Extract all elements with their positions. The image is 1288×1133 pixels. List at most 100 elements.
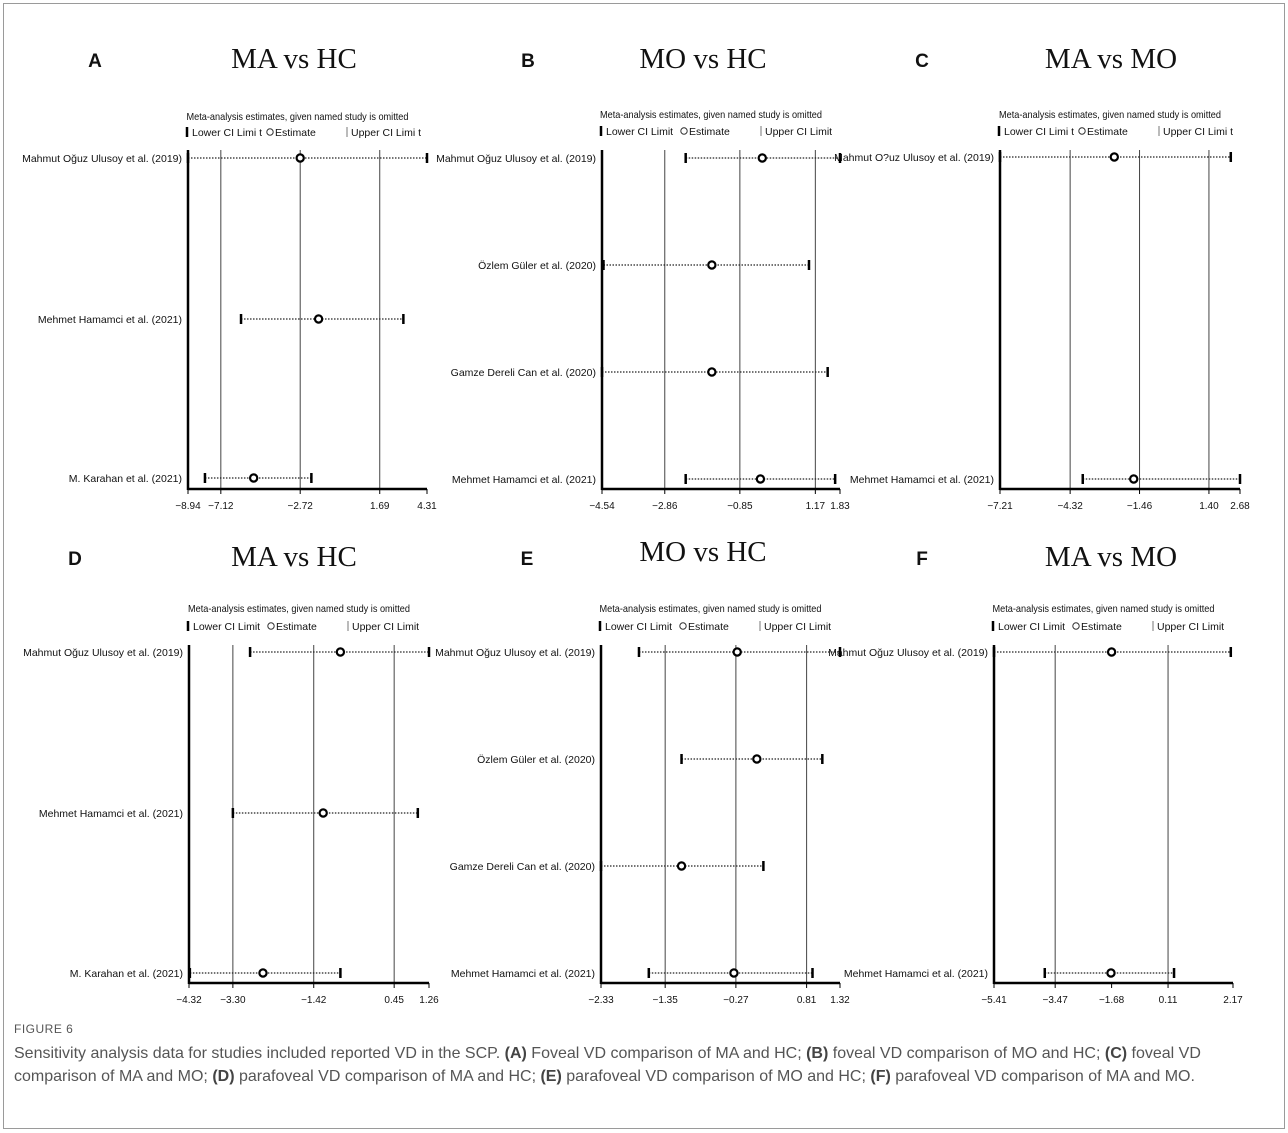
caption-text-run: foveal VD comparison of MO and HC; xyxy=(828,1045,1105,1062)
plot-subtitle: Meta-analysis estimates, given named stu… xyxy=(187,111,409,123)
figure-caption: Sensitivity analysis data for studies in… xyxy=(14,1042,1264,1088)
legend-upper-label: Upper CI Limit xyxy=(764,621,831,633)
study-label: Gamze Dereli Can et al. (2020) xyxy=(451,367,596,379)
estimate-point xyxy=(318,808,328,818)
study-label: Mahmut Oğuz Ulusoy et al. (2019) xyxy=(435,647,595,659)
panel-title: MA vs MO xyxy=(1045,43,1177,75)
estimate-point xyxy=(295,153,305,163)
plot-subtitle: Meta-analysis estimates, given named stu… xyxy=(600,603,822,615)
estimate-point xyxy=(1106,647,1117,657)
caption-panel-ref: (C) xyxy=(1104,1045,1128,1062)
caption-text-run: foveal VD comparison of MA and MO; xyxy=(14,1045,1201,1085)
legend-estimate-label: Estimate xyxy=(688,621,729,633)
panel-title: MA vs MO xyxy=(1045,541,1177,573)
plot-subtitle: Meta-analysis estimates, given named stu… xyxy=(993,603,1215,615)
caption-panel-ref: (D) xyxy=(212,1068,235,1085)
estimate-point xyxy=(755,474,766,484)
legend-estimate-label: Estimate xyxy=(1081,621,1122,633)
study-label: M. Karahan et al. (2021) xyxy=(70,968,183,980)
study-label: Mehmet Hamamci et al. (2021) xyxy=(38,314,182,326)
x-tick-label: 1.32 xyxy=(830,995,850,1006)
x-tick-label: 4.31 xyxy=(417,501,437,512)
study-label: Mahmut Oğuz Ulusoy et al. (2019) xyxy=(22,153,182,165)
x-tick-label: −4.32 xyxy=(176,995,202,1006)
panel-letter: B xyxy=(521,51,535,72)
x-tick-label: 0.11 xyxy=(1159,995,1178,1006)
estimate-point xyxy=(313,314,324,324)
x-tick-label: 1.26 xyxy=(419,995,439,1006)
x-tick-label: 2.17 xyxy=(1223,995,1243,1006)
caption-panel-ref: (B) xyxy=(806,1045,829,1062)
legend-lower-label: Lower CI Limit xyxy=(998,621,1065,633)
legend-estimate-label: Estimate xyxy=(1087,126,1128,138)
caption-panel-ref: (A) xyxy=(504,1045,527,1062)
legend-estimate-label: Estimate xyxy=(275,127,316,139)
panel-letter: D xyxy=(68,549,82,570)
estimate-point xyxy=(1106,968,1116,978)
legend-estimate-label: Estimate xyxy=(276,621,317,633)
legend-estimate-marker xyxy=(680,127,688,135)
estimate-point xyxy=(1109,152,1119,162)
estimate-point xyxy=(676,861,687,871)
caption-text-run: parafoveal VD comparison of MA and HC; xyxy=(234,1068,541,1085)
x-tick-label: −4.32 xyxy=(1057,501,1083,512)
x-tick-label: −1.42 xyxy=(301,995,327,1006)
x-tick-label: −2.33 xyxy=(588,995,614,1006)
study-label: Mahmut O?uz Ulusoy et al. (2019) xyxy=(834,152,994,164)
panel-title: MA vs HC xyxy=(231,541,357,573)
panel-title: MA vs HC xyxy=(231,43,357,75)
legend-upper-label: Upper CI Limit xyxy=(352,621,419,633)
study-label: Mehmet Hamamci et al. (2021) xyxy=(844,968,988,980)
estimate-point xyxy=(258,968,268,978)
study-label: Özlem Güler et al. (2020) xyxy=(477,754,595,766)
caption-text-run: Foveal VD comparison of MA and HC; xyxy=(526,1045,807,1062)
x-tick-label: 2.68 xyxy=(1230,501,1250,512)
x-tick-label: −0.27 xyxy=(723,995,749,1006)
x-tick-label: −7.21 xyxy=(987,501,1013,512)
study-label: Mehmet Hamamci et al. (2021) xyxy=(452,474,596,486)
x-tick-label: −1.68 xyxy=(1099,995,1125,1006)
estimate-point xyxy=(335,647,346,657)
x-tick-label: 1.69 xyxy=(370,501,390,512)
legend-upper-label: Upper CI Limit xyxy=(765,126,832,138)
estimate-point xyxy=(248,473,259,483)
panel-letter: A xyxy=(88,51,102,72)
legend-estimate-marker xyxy=(266,128,274,136)
study-label: Mehmet Hamamci et al. (2021) xyxy=(850,474,994,486)
x-tick-label: −4.54 xyxy=(589,501,615,512)
study-label: Mehmet Hamamci et al. (2021) xyxy=(39,808,183,820)
legend-upper-label: Upper CI Limi t xyxy=(1163,126,1233,138)
forest-plot-panels: A MA vs HC Meta-analysis estimates, given … xyxy=(22,43,1250,1006)
study-label: Gamze Dereli Can et al. (2020) xyxy=(450,861,595,873)
figure-frame xyxy=(3,3,1285,1129)
legend-estimate-label: Estimate xyxy=(689,126,730,138)
caption-text-run: parafoveal VD comparison of MA and MO. xyxy=(890,1068,1195,1085)
figure-label: FIGURE 6 xyxy=(14,1022,74,1036)
study-label: Özlem Güler et al. (2020) xyxy=(478,260,596,272)
x-tick-label: −1.46 xyxy=(1127,501,1153,512)
estimate-point xyxy=(757,153,767,163)
panel-letter: E xyxy=(521,549,534,570)
plot-subtitle: Meta-analysis estimates, given named stu… xyxy=(188,603,410,615)
legend-upper-label: Upper CI Limi t xyxy=(351,127,421,139)
study-label: Mehmet Hamamci et al. (2021) xyxy=(451,968,595,980)
x-tick-label: −5.41 xyxy=(981,995,1007,1006)
x-tick-label: −8.94 xyxy=(175,501,201,512)
study-label: M. Karahan et al. (2021) xyxy=(69,473,182,485)
estimate-point xyxy=(707,260,717,270)
legend-estimate-marker xyxy=(267,622,275,630)
estimate-point xyxy=(1129,474,1139,484)
legend-lower-label: Lower CI Limi t xyxy=(1004,126,1074,138)
x-tick-label: −3.47 xyxy=(1043,995,1069,1006)
legend-estimate-marker xyxy=(1072,622,1080,630)
legend-lower-label: Lower CI Limit xyxy=(605,621,672,633)
estimate-point xyxy=(729,968,739,978)
study-label: Mahmut Oğuz Ulusoy et al. (2019) xyxy=(23,647,183,659)
study-label: Mahmut Oğuz Ulusoy et al. (2019) xyxy=(828,647,988,659)
legend-upper-label: Upper CI Limit xyxy=(1157,621,1224,633)
plot-subtitle: Meta-analysis estimates, given named stu… xyxy=(999,109,1221,121)
panel-title: MO vs HC xyxy=(639,43,766,75)
caption-text-run: parafoveal VD comparison of MO and HC; xyxy=(561,1068,871,1085)
x-tick-label: 0.45 xyxy=(384,995,404,1006)
panel-title: MO vs HC xyxy=(639,536,766,568)
